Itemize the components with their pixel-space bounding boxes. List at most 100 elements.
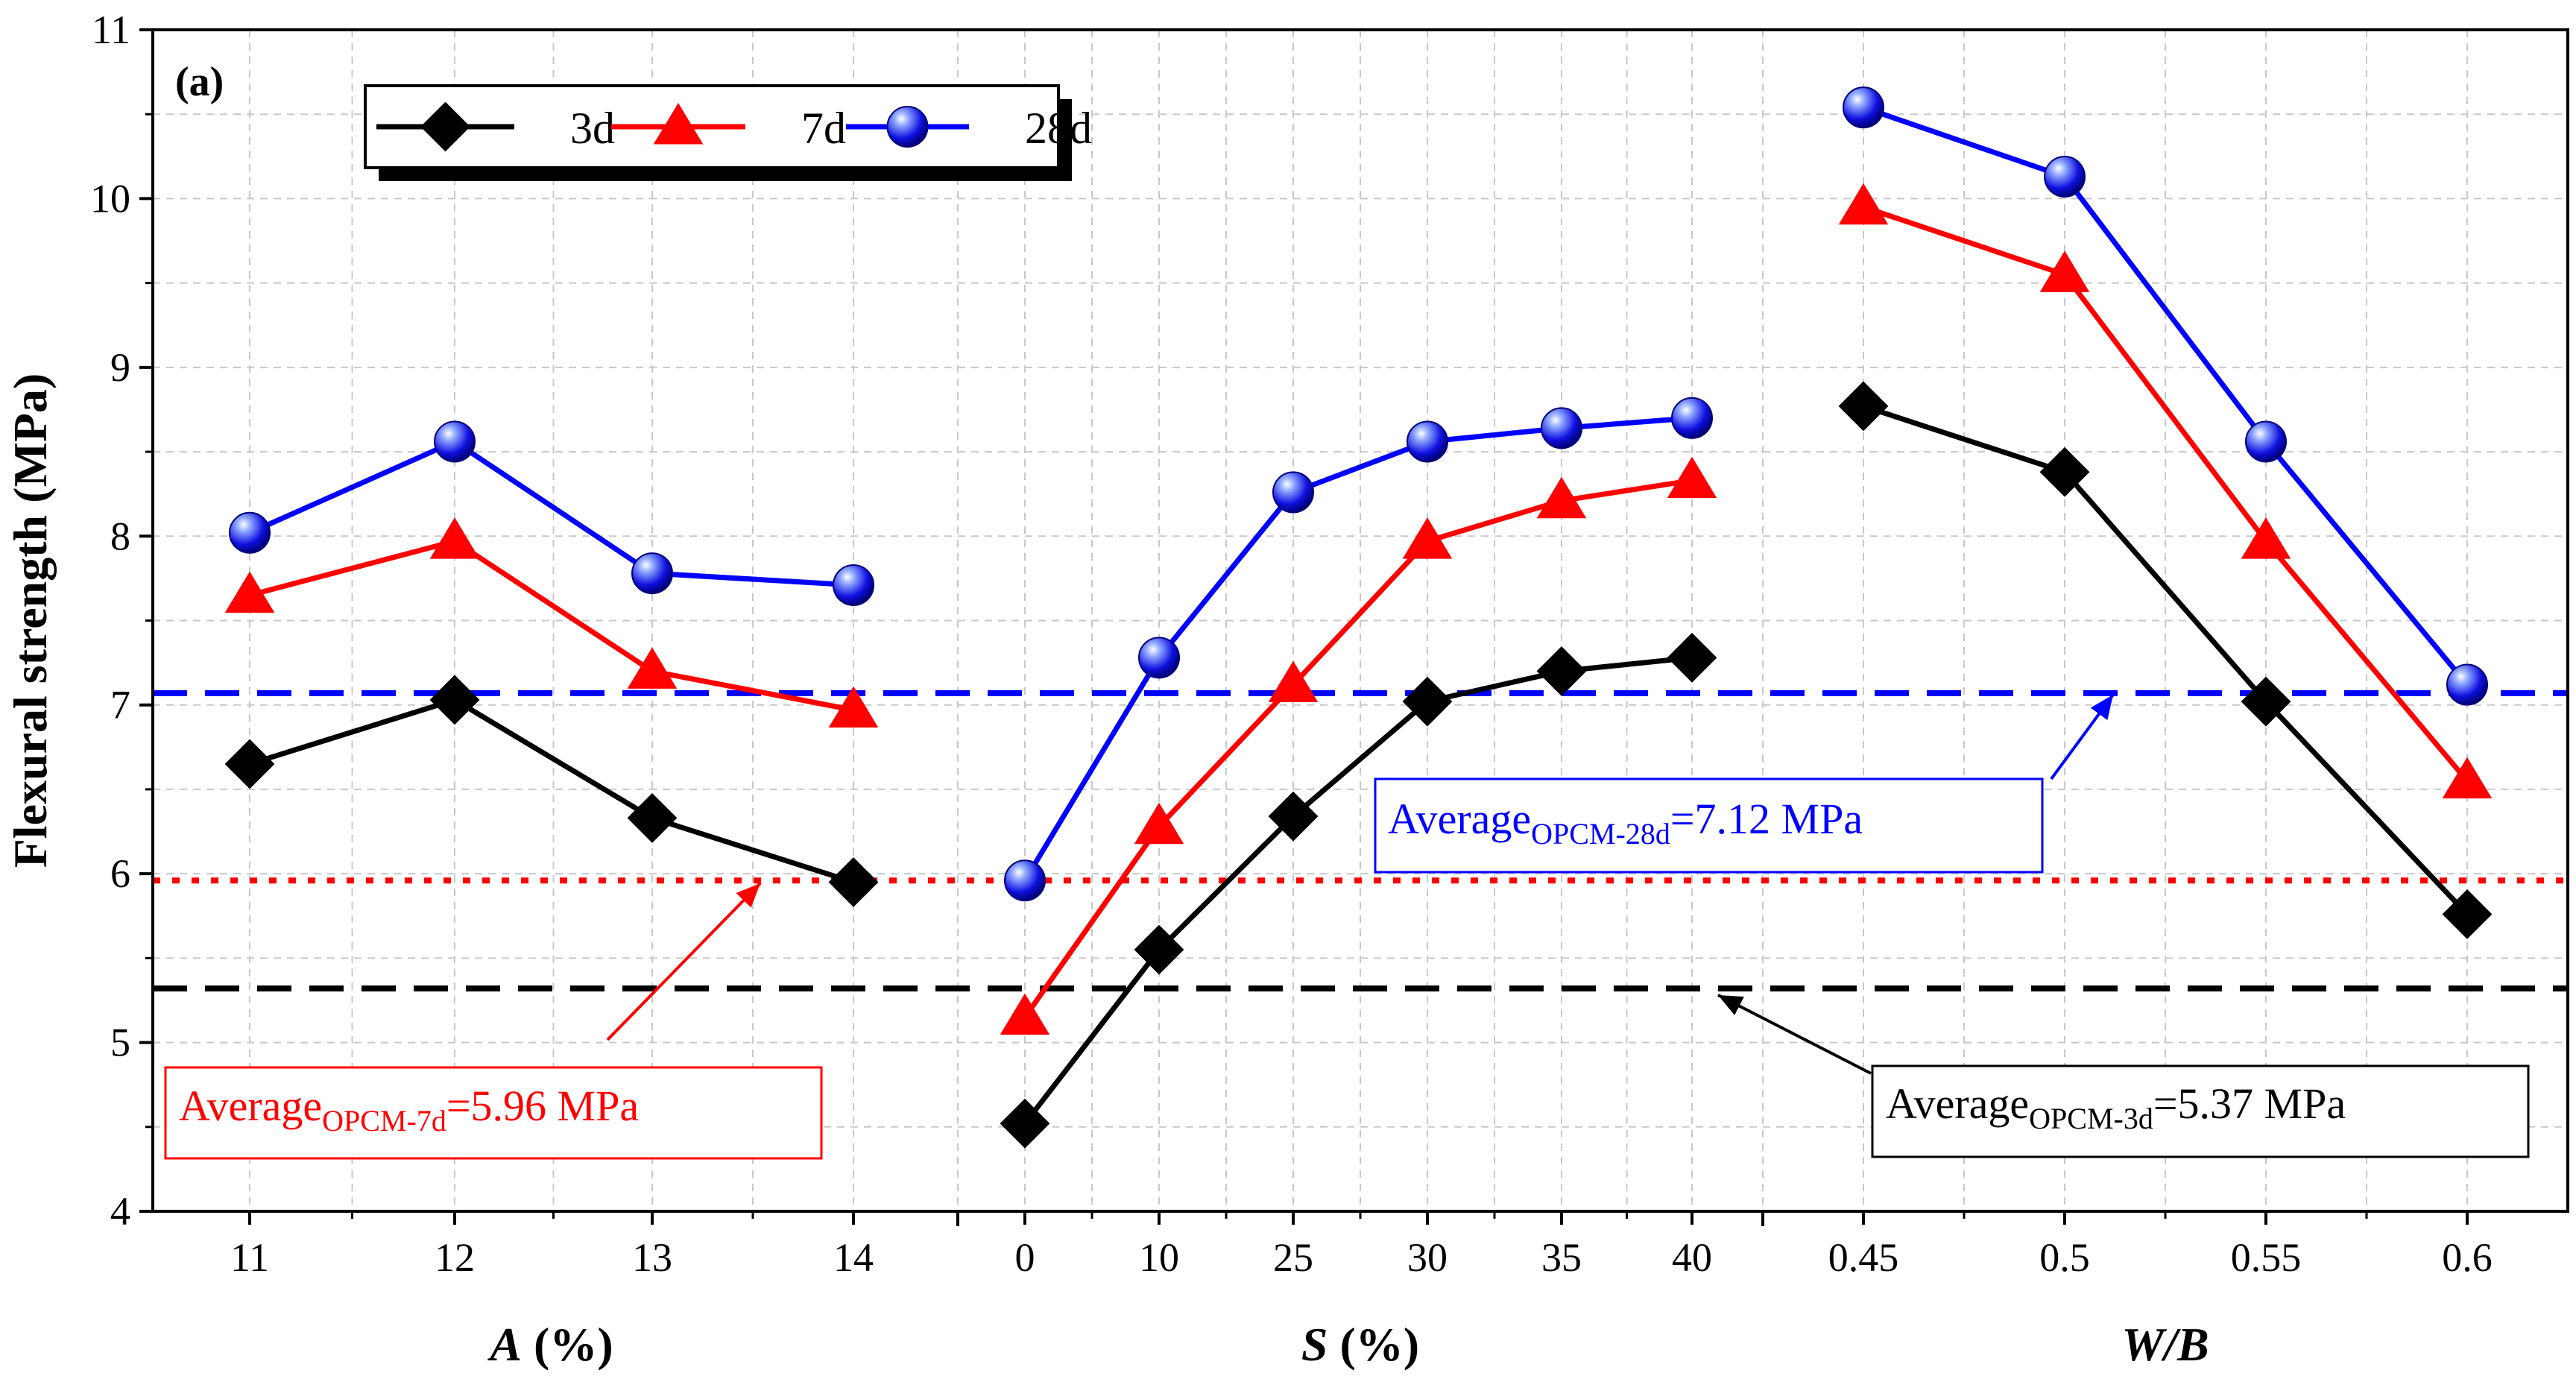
- x-tick-label: 10: [1139, 1235, 1179, 1280]
- point-3d-10: [1134, 924, 1184, 975]
- point-28d-14: [833, 564, 874, 606]
- point-7d-35: [1536, 476, 1587, 519]
- point-3d-11: [224, 739, 275, 789]
- legend-marker-3d: [420, 101, 470, 152]
- y-tick-label: 10: [90, 176, 130, 221]
- series-7d-group-0-line: [249, 538, 854, 713]
- average-3d-label-value: =5.37 MPa: [2153, 1079, 2346, 1128]
- average-28d-label-main: Average: [1388, 795, 1531, 843]
- point-7d-0.45: [1838, 183, 1889, 225]
- average-28d-label-value: =7.12 MPa: [1670, 795, 1863, 843]
- point-7d-25: [1268, 660, 1319, 703]
- x-tick-label: 35: [1541, 1235, 1582, 1280]
- x-axis-title-variable: W/B: [2121, 1318, 2209, 1371]
- x-tick-label: 11: [230, 1235, 269, 1280]
- average-7d-label-sub: OPCM-7d: [322, 1104, 446, 1137]
- point-7d-0.5: [2039, 250, 2090, 292]
- series: [224, 86, 2493, 1149]
- average-7d-label: AverageOPCM-7d=5.96 MPa: [179, 1082, 639, 1137]
- average-28d-arrow-head: [2090, 695, 2113, 721]
- series-7d-group-2-line: [1862, 204, 2469, 783]
- x-tick-label: 25: [1273, 1235, 1313, 1280]
- point-28d-0.5: [2044, 155, 2086, 198]
- point-28d-0.55: [2245, 420, 2287, 463]
- series-3d-group-2-line: [1862, 403, 2469, 916]
- x-tick-label: 0.5: [2039, 1235, 2090, 1280]
- annotations: AverageOPCM-28d=7.12 MPaAverageOPCM-7d=5…: [164, 693, 2530, 1160]
- x-axis-title: S (%): [1301, 1318, 1419, 1371]
- average-7d-label-value: =5.96 MPa: [446, 1082, 639, 1130]
- average-3d-label: AverageOPCM-3d=5.37 MPa: [1886, 1079, 2346, 1135]
- labels: 4 5 6 7 8 9 10 11 11 12 13 14 A (%) 0 10 25 30 35 40 S (%) 0…: [4, 7, 2493, 1371]
- x-tick-label: 0.6: [2442, 1235, 2493, 1280]
- point-3d-25: [1268, 791, 1319, 842]
- axes: [139, 28, 2569, 1226]
- y-tick-label: 8: [110, 514, 130, 558]
- series-3d-group-1-line: [1023, 654, 1693, 1126]
- x-tick-label: 13: [632, 1235, 672, 1280]
- point-7d-10: [1134, 802, 1184, 845]
- x-tick-label: 40: [1672, 1235, 1712, 1280]
- point-3d-0.6: [2442, 889, 2493, 939]
- legend: 3d 7d 28d: [364, 84, 1092, 181]
- average-3d-label-sub: OPCM-3d: [2029, 1102, 2153, 1135]
- point-7d-0.6: [2442, 757, 2493, 799]
- point-7d-0.55: [2241, 517, 2291, 559]
- point-3d-35: [1536, 646, 1587, 696]
- point-7d-14: [828, 686, 879, 728]
- x-tick-label: 12: [435, 1235, 475, 1280]
- point-3d-0.5: [2039, 446, 2090, 497]
- point-3d-40: [1667, 632, 1717, 683]
- x-axis-title-variable: A: [487, 1318, 522, 1371]
- y-tick-label: 5: [110, 1020, 130, 1065]
- average-3d-arrow-line: [1717, 994, 1872, 1075]
- point-28d-40: [1671, 397, 1713, 439]
- series-28d-group-0-line: [248, 438, 854, 588]
- point-7d-13: [627, 647, 678, 689]
- point-28d-12: [434, 420, 476, 463]
- series-28d-group-2-line: [1862, 104, 2469, 687]
- average-7d-box: [164, 1066, 823, 1160]
- point-28d-10: [1138, 637, 1180, 679]
- x-axis-title: A (%): [487, 1318, 613, 1371]
- x-axis-title-variable: S: [1301, 1318, 1328, 1371]
- legend-marker-7d: [653, 103, 704, 145]
- y-tick-label: 11: [92, 7, 130, 52]
- average-28d-label: AverageOPCM-28d=7.12 MPa: [1388, 795, 1863, 851]
- average-7d-arrow-line: [606, 882, 762, 1041]
- average-3d-box: [1871, 1064, 2530, 1158]
- panel-label: (a): [175, 59, 224, 105]
- legend-label-7d: 7d: [801, 104, 846, 153]
- point-3d-30: [1402, 676, 1453, 727]
- point-3d-14: [828, 857, 879, 907]
- legend-label-3d: 3d: [570, 104, 615, 153]
- x-tick-label: 0.55: [2231, 1235, 2302, 1280]
- series-3d-group-0-line: [248, 697, 855, 885]
- y-tick-label: 6: [110, 851, 130, 896]
- average-7d-label-main: Average: [179, 1082, 322, 1130]
- point-3d-0.45: [1838, 381, 1889, 432]
- x-tick-label: 0.45: [1828, 1235, 1899, 1280]
- point-28d-0: [1004, 859, 1046, 902]
- point-28d-11: [229, 511, 271, 554]
- average-3d-label-main: Average: [1886, 1079, 2029, 1128]
- point-28d-0.6: [2446, 663, 2488, 706]
- x-axis-title-unit: (%): [522, 1318, 613, 1371]
- y-tick-label: 9: [110, 345, 130, 390]
- point-7d-11: [224, 571, 275, 613]
- average-28d-box: [1374, 777, 2044, 874]
- x-tick-label: 14: [833, 1235, 874, 1280]
- point-7d-40: [1667, 456, 1717, 499]
- point-28d-30: [1407, 420, 1448, 463]
- point-28d-35: [1541, 407, 1582, 449]
- point-3d-0.55: [2241, 676, 2291, 727]
- point-7d-30: [1402, 517, 1453, 559]
- legend-marker-28d: [886, 106, 929, 148]
- legend-label-28d: 28d: [1025, 104, 1092, 153]
- point-3d-0: [1000, 1098, 1050, 1149]
- y-tick-label: 4: [110, 1189, 130, 1234]
- point-28d-13: [631, 552, 673, 595]
- reference-lines: [153, 690, 2568, 992]
- average-7d-arrow-head: [736, 883, 760, 908]
- average-28d-label-sub: OPCM-28d: [1531, 817, 1670, 851]
